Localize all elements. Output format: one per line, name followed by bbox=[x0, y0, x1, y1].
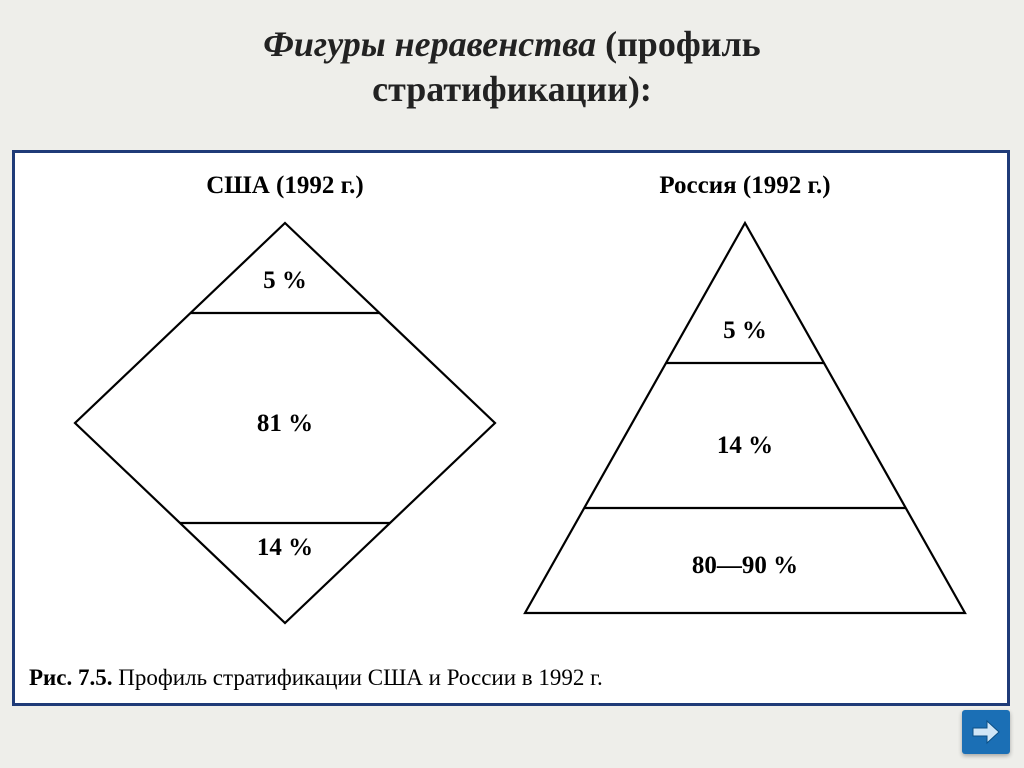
next-button[interactable] bbox=[962, 710, 1010, 754]
caption-prefix: Рис. 7.5. bbox=[29, 665, 113, 690]
russia-header: Россия (1992 г.) bbox=[659, 172, 830, 199]
title-italic: Фигуры неравенства bbox=[263, 24, 596, 64]
slide: Фигуры неравенства (профиль стратификаци… bbox=[0, 0, 1024, 768]
russia-label-2: 80—90 % bbox=[692, 552, 798, 579]
diagram-svg-wrap: США (1992 г.) 5 % 81 % 14 % Россия (1992 г.)… bbox=[15, 153, 1007, 703]
stratification-diagram: США (1992 г.) 5 % 81 % 14 % Россия (1992 г.)… bbox=[15, 153, 1007, 653]
figure-caption: Рис. 7.5. Профиль стратификации США и Ро… bbox=[29, 665, 603, 691]
title-line2: стратификации): bbox=[372, 69, 652, 109]
usa-label-0: 5 % bbox=[263, 267, 307, 294]
slide-title: Фигуры неравенства (профиль стратификаци… bbox=[0, 0, 1024, 120]
title-rest-1: (профиль bbox=[596, 24, 761, 64]
caption-text: Профиль стратификации США и России в 199… bbox=[113, 665, 603, 690]
arrow-right-icon bbox=[971, 719, 1001, 745]
figure-frame: США (1992 г.) 5 % 81 % 14 % Россия (1992 г.)… bbox=[12, 150, 1010, 706]
usa-label-2: 14 % bbox=[257, 534, 313, 561]
usa-label-1: 81 % bbox=[257, 410, 313, 437]
russia-label-1: 14 % bbox=[717, 432, 773, 459]
usa-header: США (1992 г.) bbox=[206, 172, 364, 199]
russia-label-0: 5 % bbox=[723, 317, 767, 344]
